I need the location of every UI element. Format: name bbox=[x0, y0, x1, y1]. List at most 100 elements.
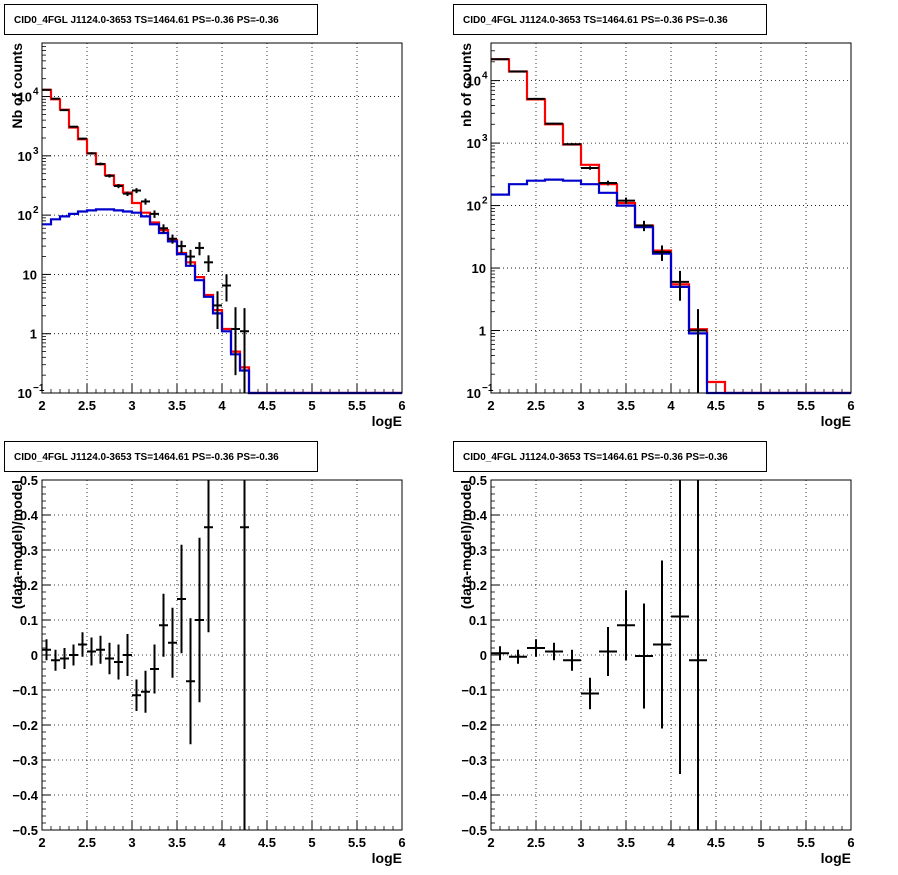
data-point bbox=[87, 637, 96, 666]
data-point bbox=[150, 644, 159, 694]
x-axis-label: logE bbox=[821, 850, 851, 866]
data-point bbox=[545, 122, 563, 125]
y-tick-label: 0.4 bbox=[469, 508, 488, 523]
data-point bbox=[168, 234, 177, 244]
x-tick-label: 4 bbox=[667, 398, 675, 413]
y-tick-label: −0.3 bbox=[461, 753, 487, 768]
data-point bbox=[527, 639, 545, 657]
y-tick-label: 10 bbox=[18, 90, 32, 105]
data-point bbox=[231, 307, 240, 376]
data-point bbox=[195, 537, 204, 703]
x-tick-label: 5 bbox=[757, 398, 764, 413]
data-point bbox=[671, 480, 689, 774]
plot-frame bbox=[41, 479, 403, 831]
y-tick-label: 10 bbox=[467, 74, 481, 89]
data-point bbox=[87, 152, 96, 155]
x-tick-label: 5 bbox=[757, 835, 764, 850]
data-point bbox=[60, 109, 69, 112]
data-point bbox=[599, 627, 617, 676]
x-tick-label: 2 bbox=[487, 398, 494, 413]
data-point bbox=[123, 634, 132, 676]
data-point bbox=[132, 188, 141, 194]
histogram-series-1 bbox=[491, 58, 851, 395]
y-tick-label: −0.2 bbox=[12, 718, 38, 733]
data-point bbox=[177, 544, 186, 654]
chart-panel-2: CID0_4FGL J1124.0-3653 TS=1464.61 PS=-0.… bbox=[453, 4, 855, 429]
data-point bbox=[132, 679, 141, 711]
data-point bbox=[222, 274, 231, 302]
chart-panel-1: CID0_4FGL J1124.0-3653 TS=1464.61 PS=-0.… bbox=[4, 4, 406, 429]
x-tick-label: 4.5 bbox=[707, 398, 725, 413]
data-point bbox=[689, 309, 707, 393]
data-point bbox=[509, 70, 527, 73]
data-point bbox=[150, 210, 159, 218]
data-point bbox=[213, 291, 222, 330]
data-point bbox=[186, 249, 195, 266]
y-tick-label: 10 bbox=[18, 149, 32, 164]
data-point bbox=[159, 593, 168, 657]
data-point bbox=[581, 677, 599, 710]
y-tick-exponent: 4 bbox=[33, 87, 39, 98]
y-tick-label: 0 bbox=[480, 648, 487, 663]
data-point bbox=[60, 648, 69, 669]
y-axis-label: Nb of counts bbox=[9, 43, 25, 129]
x-tick-label: 6 bbox=[847, 398, 854, 413]
title-box bbox=[453, 4, 767, 35]
y-tick-exponent: 3 bbox=[482, 133, 488, 144]
title-box bbox=[453, 441, 767, 472]
x-axis-label: logE bbox=[372, 413, 402, 429]
x-tick-label: 6 bbox=[398, 835, 405, 850]
y-tick-exponent: 2 bbox=[482, 196, 488, 207]
x-tick-label: 4 bbox=[218, 398, 226, 413]
data-point bbox=[105, 174, 114, 178]
data-point bbox=[491, 646, 509, 661]
x-tick-label: 4 bbox=[218, 835, 226, 850]
title-box bbox=[4, 4, 318, 35]
histogram-series-2 bbox=[42, 208, 402, 395]
chart-title: CID0_4FGL J1124.0-3653 TS=1464.61 PS=-0.… bbox=[14, 452, 279, 463]
data-point bbox=[96, 162, 105, 166]
y-tick-exponent: −1 bbox=[33, 383, 45, 394]
plot-frame bbox=[41, 42, 403, 394]
data-point bbox=[96, 635, 105, 664]
data-point bbox=[78, 632, 87, 657]
data-point bbox=[635, 603, 653, 709]
chart-title: CID0_4FGL J1124.0-3653 TS=1464.61 PS=-0.… bbox=[463, 15, 728, 26]
data-point bbox=[689, 480, 707, 830]
x-tick-label: 3.5 bbox=[168, 835, 186, 850]
x-tick-label: 3 bbox=[128, 398, 135, 413]
plot-frame bbox=[490, 42, 852, 394]
data-point bbox=[240, 308, 249, 393]
data-point bbox=[653, 560, 671, 729]
data-point bbox=[159, 224, 168, 233]
data-point bbox=[671, 270, 689, 301]
data-point bbox=[78, 137, 87, 140]
data-point bbox=[581, 166, 599, 170]
x-tick-label: 2.5 bbox=[78, 398, 96, 413]
y-tick-exponent: 3 bbox=[33, 146, 39, 157]
data-point bbox=[617, 590, 635, 661]
x-tick-label: 4.5 bbox=[258, 398, 276, 413]
x-axis-label: logE bbox=[372, 850, 402, 866]
y-tick-label: 10 bbox=[467, 136, 481, 151]
data-point bbox=[114, 183, 123, 189]
x-tick-label: 6 bbox=[847, 835, 854, 850]
y-tick-label: 0.2 bbox=[20, 578, 38, 593]
x-tick-label: 5 bbox=[308, 398, 315, 413]
y-tick-label: −0.3 bbox=[12, 753, 38, 768]
x-tick-label: 2 bbox=[487, 835, 494, 850]
x-tick-label: 5 bbox=[308, 835, 315, 850]
data-point bbox=[635, 220, 653, 232]
data-point bbox=[105, 642, 114, 675]
y-tick-label: −0.2 bbox=[461, 718, 487, 733]
y-tick-label: −0.4 bbox=[12, 788, 38, 803]
y-tick-label: −0.5 bbox=[12, 823, 38, 838]
x-tick-label: 2.5 bbox=[527, 835, 545, 850]
data-point bbox=[42, 88, 51, 91]
data-point bbox=[509, 649, 527, 664]
data-point bbox=[114, 644, 123, 680]
y-axis-label: (data-model)/model bbox=[458, 480, 474, 609]
data-point bbox=[141, 670, 150, 713]
x-tick-label: 2.5 bbox=[78, 835, 96, 850]
